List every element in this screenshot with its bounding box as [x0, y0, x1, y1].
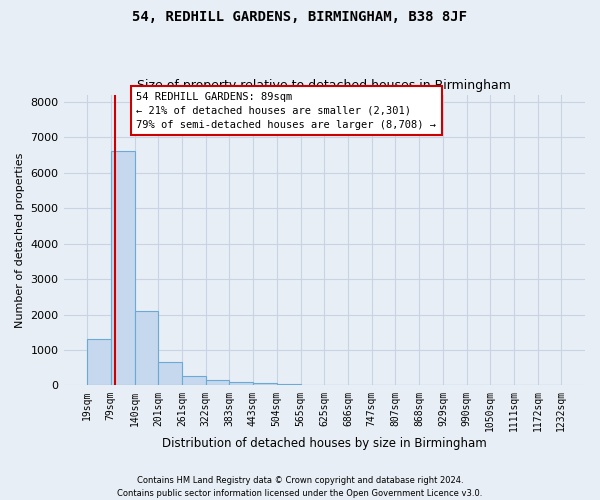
- Text: 54, REDHILL GARDENS, BIRMINGHAM, B38 8JF: 54, REDHILL GARDENS, BIRMINGHAM, B38 8JF: [133, 10, 467, 24]
- X-axis label: Distribution of detached houses by size in Birmingham: Distribution of detached houses by size …: [162, 437, 487, 450]
- Title: Size of property relative to detached houses in Birmingham: Size of property relative to detached ho…: [137, 79, 511, 92]
- Bar: [182, 376, 206, 386]
- Bar: [301, 384, 324, 386]
- Text: Contains HM Land Registry data © Crown copyright and database right 2024.
Contai: Contains HM Land Registry data © Crown c…: [118, 476, 482, 498]
- Bar: [87, 340, 110, 386]
- Bar: [206, 380, 229, 386]
- Bar: [110, 152, 134, 386]
- Bar: [229, 382, 253, 386]
- Y-axis label: Number of detached properties: Number of detached properties: [15, 152, 25, 328]
- Bar: [158, 362, 182, 386]
- Bar: [134, 311, 158, 386]
- Bar: [277, 384, 301, 386]
- Bar: [253, 384, 277, 386]
- Text: 54 REDHILL GARDENS: 89sqm
← 21% of detached houses are smaller (2,301)
79% of se: 54 REDHILL GARDENS: 89sqm ← 21% of detac…: [136, 92, 436, 130]
- Bar: [324, 385, 348, 386]
